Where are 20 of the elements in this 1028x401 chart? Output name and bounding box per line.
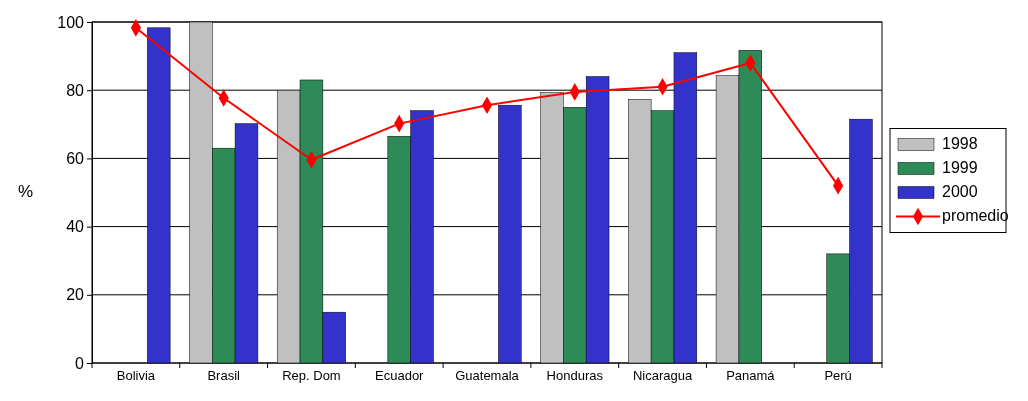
y-tick-label: 60 [66, 150, 85, 168]
y-tick-label: 80 [66, 81, 85, 99]
y-tick-label: 40 [66, 218, 85, 236]
y-axis-title: % [18, 181, 34, 201]
x-tick-label: Bolivia [116, 368, 156, 384]
x-tick-label: Rep. Dom [282, 368, 341, 384]
y-tick-label: 0 [75, 354, 85, 372]
x-tick-label: Nicaragua [632, 368, 693, 384]
x-tick-label: Panamá [726, 368, 776, 384]
legend-label: promedio [942, 206, 1009, 224]
legend-label: 2000 [942, 182, 978, 200]
y-tick-label: 20 [66, 286, 85, 304]
legend-label: 1999 [942, 158, 978, 176]
y-tick-label: 100 [57, 13, 85, 31]
legend-label: 1998 [942, 134, 978, 152]
x-tick-label: Guatemala [455, 368, 520, 384]
x-tick-label: Brasil [207, 368, 241, 384]
x-tick-label: Perú [824, 368, 852, 384]
x-tick-label: Ecuador [375, 368, 425, 384]
x-tick-label: Honduras [546, 368, 604, 384]
